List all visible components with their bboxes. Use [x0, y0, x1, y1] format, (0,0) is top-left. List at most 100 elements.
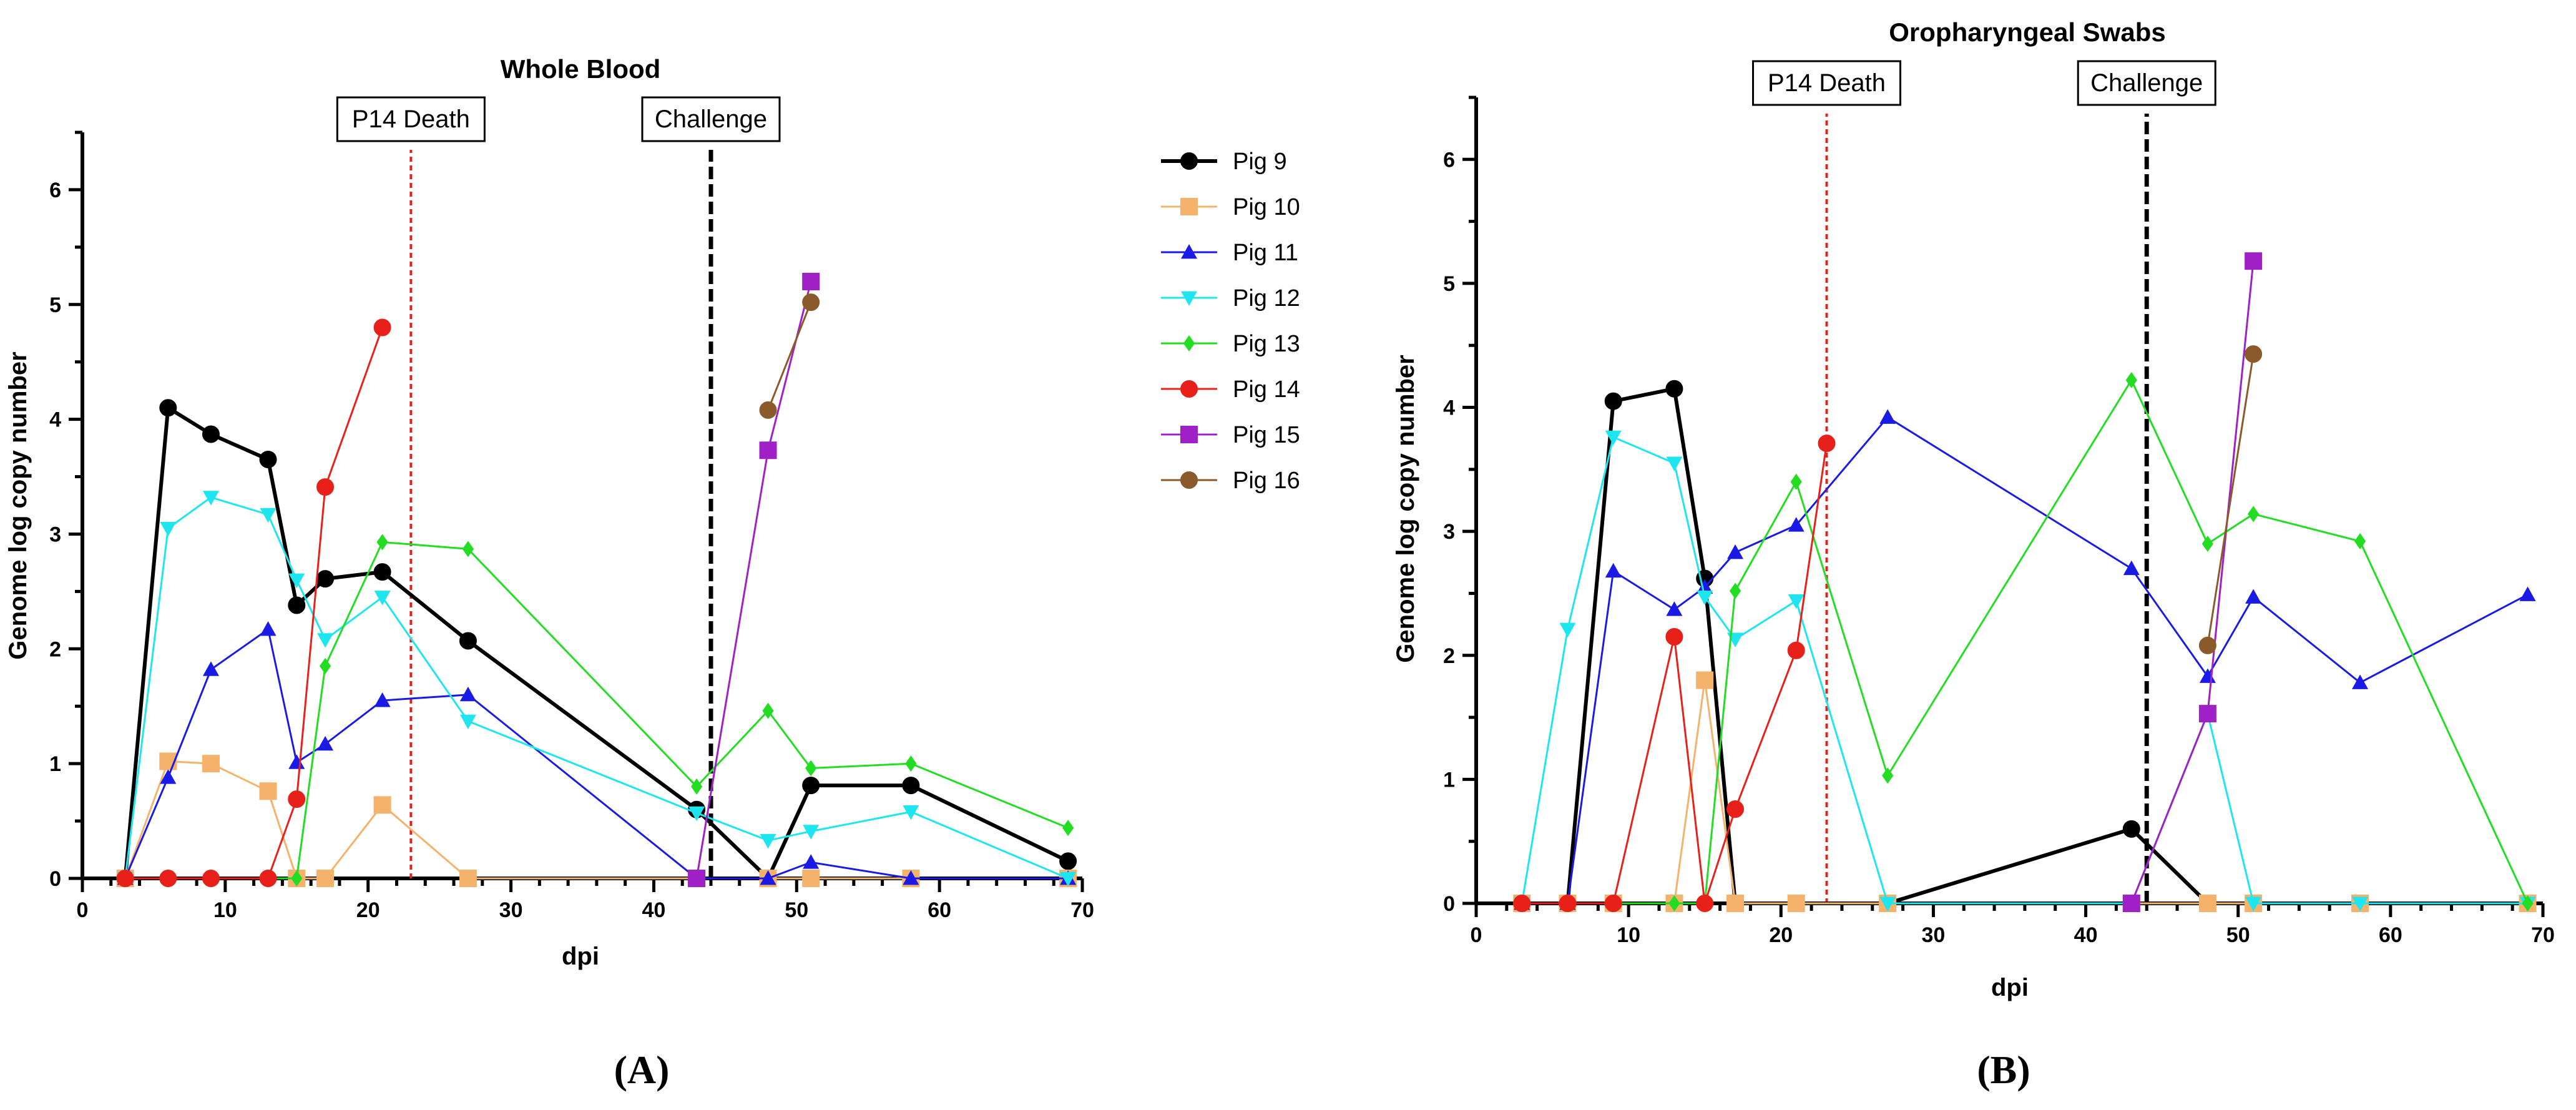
legend-label: Pig 14: [1233, 376, 1300, 403]
y-tick-label: 0: [1443, 892, 1455, 916]
data-point: [116, 870, 134, 887]
data-point: [288, 790, 306, 808]
series-pig-14: [116, 318, 391, 887]
annotation-label: P14 Death: [1768, 69, 1886, 97]
annotation-label: Challenge: [2090, 69, 2203, 97]
data-point: [802, 870, 820, 887]
legend: Pig 9 Pig 10 Pig 11 Pig 12 Pig 13 Pig 14 Pig 1…: [1161, 149, 1300, 494]
series-line: [1522, 680, 2528, 905]
data-point: [1666, 601, 1683, 616]
annotation-box: [2077, 60, 2216, 106]
data-point: [459, 632, 477, 650]
data-point: [805, 760, 817, 777]
data-point: [760, 870, 776, 885]
data-point: [1605, 562, 1622, 578]
data-point: [802, 273, 820, 290]
data-point: [159, 399, 177, 417]
y-tick-label: 4: [49, 408, 61, 432]
data-point: [459, 686, 476, 702]
data-point: [160, 769, 177, 784]
x-tick-label: 30: [499, 898, 523, 922]
x-tick-label: 0: [1471, 923, 1482, 947]
data-point: [259, 870, 277, 887]
data-point: [373, 318, 391, 336]
series-line: [695, 281, 812, 879]
data-point: [202, 870, 220, 887]
data-point: [1727, 544, 1744, 559]
legend-marker: [1183, 335, 1195, 351]
data-point: [1879, 409, 1896, 424]
data-point: [291, 870, 303, 887]
data-point: [802, 293, 820, 312]
data-point: [903, 805, 919, 820]
series-pig-16: [2198, 345, 2263, 654]
x-tick-label: 0: [77, 898, 89, 922]
legend-marker: [1180, 198, 1198, 215]
data-point: [1604, 392, 1622, 410]
annotation-label: P14 Death: [352, 106, 470, 133]
y-tick-label: 2: [1443, 644, 1455, 668]
legend-marker: [1180, 380, 1198, 398]
series-pig-15: [688, 273, 820, 887]
y-tick-label: 5: [49, 293, 61, 317]
data-point: [2354, 533, 2366, 550]
legend-label: Pig 9: [1233, 149, 1287, 175]
data-point: [1605, 430, 1622, 446]
series-pig-11: [1514, 409, 2536, 910]
data-point: [759, 441, 777, 459]
data-point: [2122, 820, 2140, 838]
data-point: [762, 702, 774, 719]
legend-label: Pig 11: [1233, 240, 1298, 266]
data-point: [462, 541, 474, 557]
series-line: [1522, 443, 1828, 905]
data-point: [1604, 895, 1622, 912]
data-point: [1062, 820, 1074, 837]
data-point: [2198, 895, 2216, 912]
data-point: [317, 735, 334, 751]
data-point: [259, 450, 277, 468]
data-point: [2248, 506, 2260, 523]
annotation-box: [1752, 60, 1902, 106]
data-point: [1697, 579, 1713, 594]
x-tick-label: 20: [1769, 923, 1793, 947]
data-point: [2519, 586, 2536, 601]
data-point: [2122, 895, 2140, 912]
panel-label: (A): [614, 1048, 670, 1092]
data-point: [1787, 641, 1805, 659]
legend-label: Pig 16: [1233, 468, 1300, 494]
data-point: [2352, 674, 2369, 689]
series-pig-14: [1513, 435, 1836, 912]
data-point: [803, 854, 820, 869]
data-point: [288, 596, 306, 614]
data-point: [760, 833, 776, 849]
series-line: [2130, 261, 2255, 904]
series-pig-12: [117, 491, 1077, 887]
data-point: [803, 825, 820, 840]
data-point: [319, 657, 331, 674]
series-line: [124, 496, 1069, 880]
data-point: [260, 508, 277, 523]
x-tick-label: 20: [356, 898, 380, 922]
x-tick-label: 30: [1922, 923, 1946, 947]
series-line: [124, 627, 1069, 880]
data-point: [1665, 380, 1683, 398]
data-point: [2352, 896, 2369, 911]
data-point: [259, 782, 277, 800]
data-point: [373, 563, 391, 581]
legend-marker: [1180, 471, 1198, 489]
data-point: [202, 661, 219, 676]
data-point: [376, 534, 388, 551]
annotation-label: Challenge: [655, 106, 767, 133]
data-point: [1696, 895, 1714, 912]
x-tick-label: 70: [2531, 923, 2555, 947]
data-point: [288, 754, 305, 769]
x-tick-label: 60: [928, 898, 951, 922]
series-pig-11: [117, 621, 1077, 885]
data-point: [1513, 895, 1531, 912]
data-point: [316, 478, 335, 496]
data-point: [759, 401, 777, 419]
x-axis-label: dpi: [562, 943, 599, 970]
data-point: [2198, 705, 2216, 723]
data-point: [1788, 517, 1805, 532]
data-point: [373, 796, 391, 814]
